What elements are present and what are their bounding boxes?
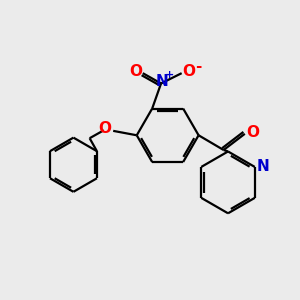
Text: N: N: [257, 159, 269, 174]
Text: -: -: [195, 59, 201, 74]
Text: O: O: [247, 125, 260, 140]
Text: O: O: [129, 64, 142, 79]
Text: O: O: [182, 64, 196, 79]
Text: O: O: [99, 121, 112, 136]
Text: +: +: [165, 70, 174, 80]
Text: N: N: [155, 74, 168, 88]
